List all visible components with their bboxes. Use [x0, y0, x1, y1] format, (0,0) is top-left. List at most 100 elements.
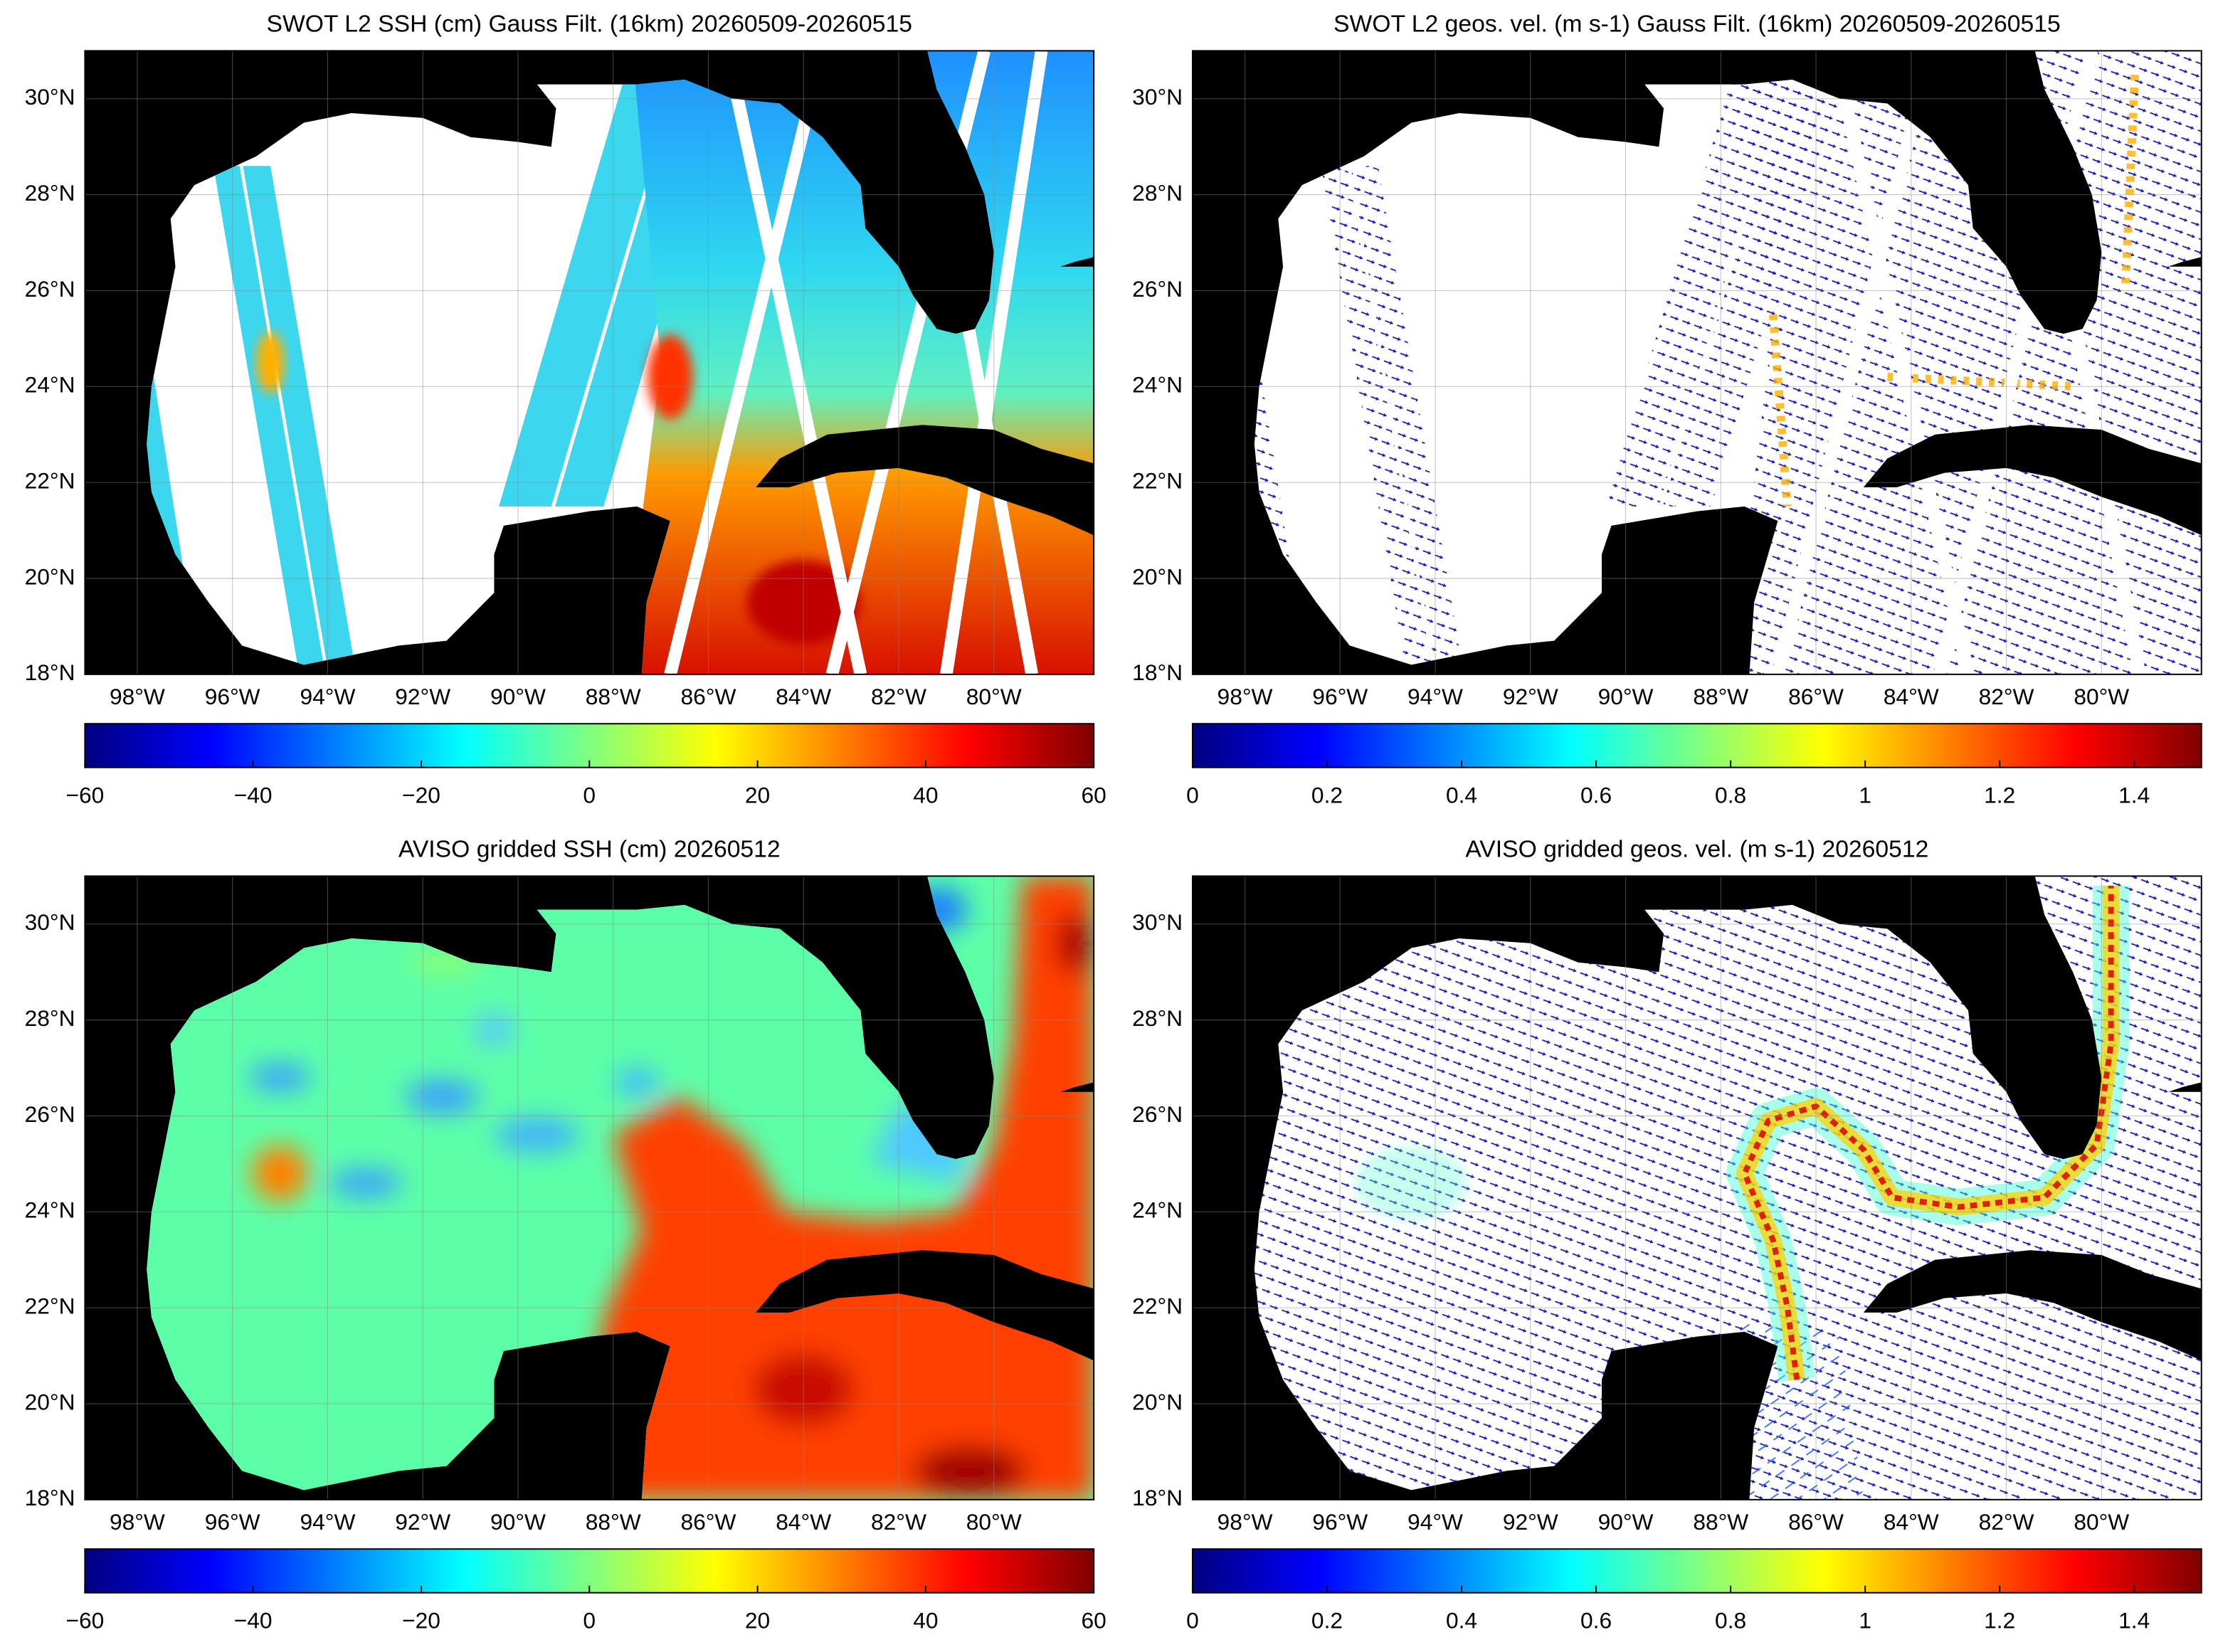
ssh-anomaly	[614, 1068, 660, 1097]
x-tick-label: 86°W	[1788, 684, 1844, 709]
x-tick-label: 86°W	[1788, 1509, 1844, 1535]
ssh-anomaly	[474, 1012, 514, 1047]
y-tick-label: 20°N	[25, 1389, 75, 1414]
colorbar-tick-label: 0.4	[1446, 1608, 1477, 1634]
y-tick-label: 22°N	[25, 1293, 75, 1319]
map-panel	[84, 50, 1095, 675]
y-tick-label: 18°N	[1132, 1485, 1183, 1510]
colorbar	[84, 1548, 1095, 1594]
land	[2167, 1082, 2202, 1092]
x-tick-label: 94°W	[1407, 684, 1463, 709]
x-tick-label: 90°W	[1598, 1509, 1654, 1535]
x-tick-label: 80°W	[2074, 1509, 2129, 1535]
y-tick-label: 28°N	[25, 1005, 75, 1031]
x-tick-label: 90°W	[490, 684, 546, 709]
x-tick-label: 80°W	[966, 1509, 1022, 1535]
map-frame	[84, 875, 1095, 1500]
x-tick-label: 94°W	[300, 684, 355, 709]
y-tick-label: 30°N	[1132, 909, 1183, 935]
colorbar-tick-label: 40	[913, 1608, 938, 1634]
colorbar-tick-label: 40	[913, 783, 938, 808]
panel-title: SWOT L2 geos. vel. (m s-1) Gauss Filt. (…	[1333, 11, 2061, 38]
colorbar-tick-label: 0.6	[1580, 1608, 1612, 1634]
colorbar-tick-label: 0.8	[1715, 783, 1746, 808]
colorbar-tick-label: −20	[402, 783, 440, 808]
x-tick-label: 80°W	[966, 684, 1022, 709]
y-tick-label: 30°N	[25, 909, 75, 935]
swath-gap	[1829, 51, 1975, 674]
x-tick-label: 88°W	[1693, 684, 1748, 709]
x-tick-label: 88°W	[586, 684, 641, 709]
x-tick-label: 96°W	[1312, 1509, 1368, 1535]
x-tick-label: 90°W	[1598, 684, 1654, 709]
land	[1863, 1250, 2202, 1361]
x-tick-label: 86°W	[680, 684, 736, 709]
ssh-anomaly	[405, 1079, 479, 1114]
ssh-swath	[243, 166, 356, 674]
map-panel	[1191, 875, 2202, 1500]
ssh-anomaly	[251, 1145, 309, 1202]
y-tick-label: 18°N	[25, 660, 75, 685]
ssh-anomaly	[248, 1063, 312, 1092]
swath-gap	[721, 51, 867, 674]
ssh-swath	[213, 166, 326, 674]
colorbar-tick-label: 1.2	[1984, 1608, 2015, 1634]
x-tick-label: 92°W	[395, 684, 450, 709]
x-tick-label: 98°W	[1218, 684, 1273, 709]
y-tick-label: 24°N	[1132, 372, 1183, 398]
x-tick-label: 92°W	[1503, 684, 1558, 709]
x-tick-label: 94°W	[1407, 1509, 1463, 1535]
y-tick-label: 26°N	[1132, 276, 1183, 302]
x-tick-label: 84°W	[1884, 1509, 1939, 1535]
colorbar-tick-label: 0	[583, 1608, 596, 1634]
colorbar-tick-label: 0	[1186, 783, 1199, 808]
x-tick-label: 96°W	[205, 1509, 260, 1535]
colorbar-tick-label: 0	[583, 783, 596, 808]
y-tick-label: 22°N	[1132, 1293, 1183, 1319]
colorbar-tick-label: 20	[745, 1608, 770, 1634]
y-tick-label: 20°N	[25, 563, 75, 589]
x-tick-label: 84°W	[776, 1509, 831, 1535]
y-tick-label: 26°N	[25, 276, 75, 302]
land	[756, 1250, 1094, 1361]
panel-title: AVISO gridded SSH (cm) 20260512	[398, 836, 781, 863]
y-tick-label: 28°N	[1132, 180, 1183, 206]
x-tick-label: 90°W	[490, 1509, 546, 1535]
y-tick-label: 26°N	[25, 1101, 75, 1127]
colorbar-tick-label: 0.4	[1446, 783, 1477, 808]
colorbar-tick-label: 1.4	[2118, 1608, 2150, 1634]
y-tick-label: 28°N	[25, 180, 75, 206]
colorbar-tick-label: 0.6	[1580, 783, 1612, 808]
colorbar-tick-label: 1	[1859, 1608, 1871, 1634]
ssh-swath	[499, 51, 685, 507]
ssh-anomaly	[752, 1352, 855, 1426]
land	[756, 425, 1094, 536]
x-tick-label: 98°W	[110, 1509, 165, 1535]
land	[2167, 257, 2202, 267]
y-tick-label: 18°N	[25, 1485, 75, 1510]
colorbar-tick-label: 1.2	[1984, 783, 2015, 808]
x-tick-label: 82°W	[1979, 1509, 2034, 1535]
x-tick-label: 94°W	[300, 1509, 355, 1535]
y-tick-label: 28°N	[1132, 1005, 1183, 1031]
y-tick-label: 18°N	[1132, 660, 1183, 685]
x-tick-label: 98°W	[1218, 1509, 1273, 1535]
ssh-anomaly	[329, 1169, 403, 1197]
y-tick-label: 20°N	[1132, 563, 1183, 589]
colorbar-tick-label: 0.2	[1311, 1608, 1343, 1634]
y-tick-label: 30°N	[1132, 84, 1183, 110]
map-frame	[1191, 50, 2202, 675]
ssh-anomaly	[746, 560, 860, 645]
ssh-anomaly	[256, 331, 285, 394]
velocity-swath	[1606, 51, 1792, 507]
x-tick-label: 92°W	[1503, 1509, 1558, 1535]
x-tick-label: 96°W	[1312, 684, 1368, 709]
ssh-anomaly	[584, 876, 1094, 1500]
x-tick-label: 84°W	[1884, 684, 1939, 709]
x-tick-label: 96°W	[205, 684, 260, 709]
x-tick-label: 98°W	[110, 684, 165, 709]
swath-gap	[664, 51, 829, 674]
colorbar-tick-label: 20	[745, 783, 770, 808]
x-tick-label: 82°W	[871, 1509, 926, 1535]
